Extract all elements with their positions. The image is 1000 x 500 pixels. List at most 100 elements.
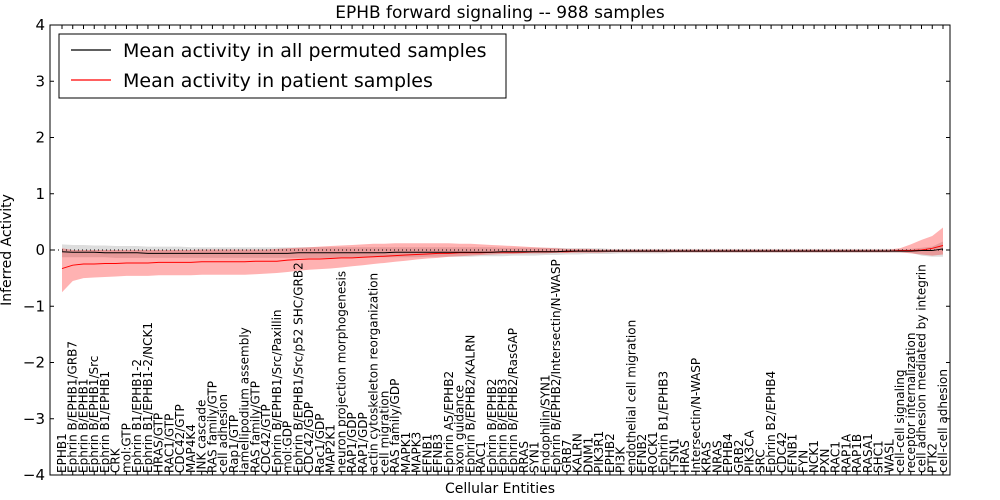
y-tick-label: 1 <box>35 185 45 203</box>
x-tick-label: NRAS <box>710 440 724 473</box>
x-tick-label: MAPK1 <box>399 432 413 473</box>
legend-label-2: Mean activity in patient samples <box>123 70 433 92</box>
x-tick-label: JNK cascade <box>195 400 209 474</box>
x-tick-label: SRC <box>753 449 767 473</box>
x-tick-label: RAP1/GDP <box>356 412 370 473</box>
x-tick-label: CDC42/GTP <box>173 404 187 473</box>
x-tick-label: CRK <box>109 447 123 473</box>
x-tick-label: Rac1/GDP <box>313 414 327 473</box>
x-tick-label: EPHB4 <box>721 433 735 473</box>
x-tick-label: PTK2 <box>925 443 939 473</box>
x-tick-label: RRAS <box>517 441 531 473</box>
x-tick-label: MAP4K4 <box>184 424 198 473</box>
y-tick-label: −4 <box>23 466 45 484</box>
x-tick-label: ITSN1 <box>667 438 681 473</box>
x-tick-label: RAP1/GDP <box>345 412 359 473</box>
chart-title: EPHB forward signaling -- 988 samples <box>335 3 665 23</box>
x-tick-label: Ephrin B1/EPHB1 <box>98 371 112 473</box>
x-tick-label: endothelial cell migration <box>624 320 638 473</box>
plot-area <box>50 227 950 293</box>
x-tick-label: GRB2 <box>732 439 746 473</box>
y-axis-label: Inferred Activity <box>0 194 15 306</box>
y-tick-label: 0 <box>35 241 45 259</box>
x-tick-label: Ephrin B/EPHB1/Src <box>87 356 101 473</box>
y-tick-label: −1 <box>23 297 45 315</box>
x-tick-label: Ephrin B1/EPHB1-2/NCK1 <box>141 322 155 473</box>
x-tick-label: HRAS <box>678 440 692 473</box>
x-tick-label: EPHB2 <box>603 433 617 473</box>
series-line-1 <box>61 248 944 254</box>
x-tick-label: Ephrin B/EPHB2 <box>485 379 499 473</box>
x-tick-label: Ephrin B2/EPHB4 <box>764 371 778 473</box>
x-tick-label: mol:GDP <box>281 421 295 473</box>
x-tick-label: RAP1A <box>839 433 853 473</box>
x-tick-label: ROCK1 <box>646 431 660 473</box>
x-tick-label: GRB7 <box>560 439 574 473</box>
x-tick-label: HRAS/GTP <box>152 413 166 473</box>
x-tick-label: cell adhesion <box>216 394 230 473</box>
x-tick-label: Ephrin B1/EPHB1-2 <box>130 359 144 473</box>
x-tick-label: CDC42 <box>775 432 789 473</box>
x-tick-label: mol:GTP <box>119 423 133 473</box>
x-tick-label: RAC1 <box>474 441 488 473</box>
series-band-2 <box>62 227 943 293</box>
x-tick-label: RAS family/GDP <box>388 379 402 473</box>
x-tick-label: Ephrin B1/EPHB3 <box>657 371 671 473</box>
x-tick-label: PI3K <box>614 446 628 473</box>
x-tick-label: DNM1 <box>581 437 595 473</box>
x-tick-label: RAS family/GTP <box>248 381 262 473</box>
x-tick-label: PIK3CA <box>743 429 757 473</box>
x-tick-label: PXN <box>818 449 832 473</box>
legend-box <box>58 33 507 99</box>
x-tick-label: actin cytoskeleton reorganization <box>367 273 381 473</box>
x-tick-label: Ephrin A5/EPHB2 <box>442 371 456 473</box>
x-tick-label: MAP2K1 <box>324 424 338 473</box>
x-tick-label: Ephrin B/EPHB3 <box>496 379 510 473</box>
x-tick-label: lamellipodium assembly <box>238 327 252 473</box>
x-tick-label: Ephrin B/EPHB1/GRB7 <box>66 341 80 473</box>
x-tick-label: SHC1 <box>872 440 886 473</box>
x-tick-label: MAPK3 <box>410 432 424 473</box>
x-tick-label: neuron projection morphogenesis <box>334 271 348 473</box>
x-tick-label: RAS family/GTP <box>205 381 219 473</box>
y-tick-label: −3 <box>23 410 45 428</box>
x-tick-label: cell-cell signaling <box>893 369 907 473</box>
x-tick-label: cell-cell adhesion <box>936 369 950 473</box>
x-tick-label: Intersectin/N-WASP <box>689 358 703 473</box>
x-tick-label: Ephrin B/EPHB2/KALRN <box>463 335 477 473</box>
y-tick-label: −2 <box>23 354 45 372</box>
y-tick-label: 4 <box>35 16 45 34</box>
x-tick-label: RAP1B <box>850 434 864 473</box>
x-tick-label: axon guidance <box>453 385 467 473</box>
x-tick-label: Ephrin B/EPHB2/RasGAP <box>506 328 520 473</box>
x-tick-label: CDC42/GDP <box>302 402 316 473</box>
x-tick-label: EFNB2 <box>635 434 649 473</box>
x-tick-label: KRAS <box>700 441 714 473</box>
x-tick-label: SYN1 <box>528 441 542 473</box>
x-tick-label: Ephrin B/EPHB1/Src/p52 SHC/GRB2 <box>291 262 305 473</box>
x-tick-label: EFNB1 <box>786 434 800 473</box>
x-tick-label: Endophilin/SYN1 <box>538 374 552 473</box>
x-tick-label: CDC42/GTP <box>259 404 273 473</box>
x-tick-label: RASA1 <box>861 433 875 473</box>
x-tick-label: receptor internalization <box>904 333 918 473</box>
x-tick-label: cell adhesion mediated by integrin <box>915 264 929 473</box>
x-tick-label: EFNB3 <box>431 434 445 473</box>
x-tick-label: RAC1/GTP <box>162 414 176 473</box>
y-tick-label: 3 <box>35 72 45 90</box>
x-tick-label: WASL <box>882 439 896 473</box>
x-tick-label: KALRN <box>571 433 585 473</box>
x-tick-label: FYN <box>796 450 810 473</box>
x-tick-label: EPHB1 <box>55 433 69 473</box>
x-tick-label: Ephrin B/EPHB1/Src/Paxillin <box>270 309 284 473</box>
x-tick-label: Rap1/GTP <box>227 415 241 473</box>
x-tick-label: EFNB1 <box>420 434 434 473</box>
x-tick-label: cell migration <box>377 391 391 473</box>
x-tick-label: Ephrin B/EPHB2/Intersectin/N-WASP <box>549 259 563 473</box>
legend-label-1: Mean activity in all permuted samples <box>123 40 486 62</box>
x-tick-label: NCK1 <box>807 440 821 473</box>
x-tick-label: PIK3R1 <box>592 431 606 473</box>
y-tick-label: 2 <box>35 129 45 147</box>
x-tick-label: Ephrin B/EPHB1 <box>76 379 90 473</box>
